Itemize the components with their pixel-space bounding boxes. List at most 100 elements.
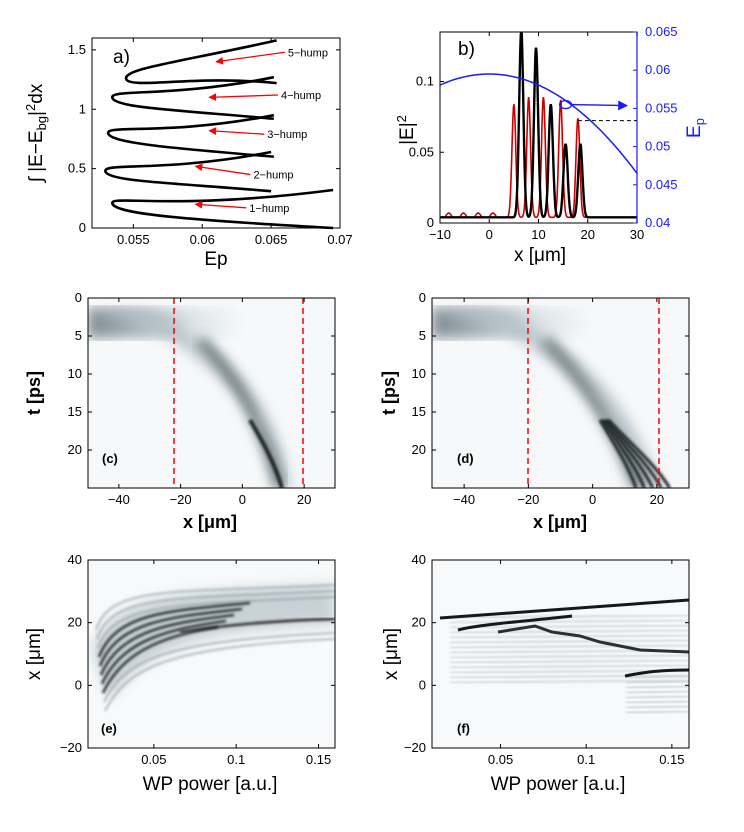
- panel-d-frame: [431, 297, 690, 489]
- ytick-label: 40: [68, 552, 82, 567]
- hump-branch-5: [124, 39, 277, 85]
- panel-d-filament: [600, 419, 646, 488]
- panel-d-filaments: [598, 418, 671, 488]
- xtick-label: 0: [486, 227, 493, 242]
- panel-e-stripe: [98, 607, 243, 667]
- panel-f-xlabel: WP power [a.u.]: [491, 774, 626, 795]
- ytick-label: 5: [75, 328, 82, 343]
- panel-b-xlabel: x [μm]: [514, 245, 566, 266]
- ytick-label: 0.05: [409, 144, 434, 159]
- xtick-label: 0.15: [306, 752, 331, 767]
- panel-c-xticks: −40 −20 0 20: [108, 298, 311, 507]
- xtick-label: 20: [650, 492, 664, 507]
- panel-e-glow: [92, 585, 335, 700]
- panel-f-faint-stripe-right: [625, 705, 689, 709]
- ytick-label: 20: [412, 442, 426, 457]
- series-black-intensity: [440, 31, 637, 219]
- ytick-label: 1: [79, 101, 86, 116]
- xtick-label: 20: [581, 227, 595, 242]
- panel-e-frame: [87, 559, 336, 749]
- panel-f-xticks: 0.05 0.1 0.15: [488, 560, 685, 767]
- panel-b-plot: [439, 31, 638, 219]
- panel-e-stripe: [100, 619, 227, 685]
- xtick-label: −40: [108, 492, 130, 507]
- panel-a-ylabel-main: ∫ |E−E: [26, 130, 47, 183]
- panel-a-xlabel: Ep: [204, 249, 227, 270]
- ytick-label: 10: [68, 366, 82, 381]
- panel-f-faint-stripe-right: [625, 700, 689, 704]
- hump-annotation-5: 5−hump: [288, 47, 328, 59]
- panel-b: −10 0 10 20 30 00.050.1 0.040.0450.050.0550.…: [394, 24, 707, 266]
- panel-e-stripe: [96, 590, 335, 640]
- xtick-label: 0.065: [255, 232, 288, 247]
- panel-d: −40 −20 0 20 0 5 10 15 20 (d) x [μm] t [ps]: [379, 290, 690, 532]
- panel-a-ylabel-sub: bg: [34, 116, 49, 130]
- panel-e-ylabel: x [μm]: [24, 628, 45, 680]
- panel-c: −40 −20 0 20 0 5 10 15 20 (c) x [μm] t [ps]: [24, 290, 336, 532]
- xtick-label: −10: [429, 227, 451, 242]
- panel-d-heatmap: [432, 308, 671, 488]
- xtick-label: 0.1: [577, 752, 595, 767]
- xtick-label: 0: [239, 492, 246, 507]
- panel-a-ylabel-tail: dx: [26, 83, 47, 104]
- panel-e-yticks: −20 0 20 40: [60, 552, 335, 755]
- panel-d-filament: [607, 418, 671, 488]
- panel-a-yticks: 0 0.5 1 1.5: [68, 42, 340, 235]
- panel-f-faint-stripe: [449, 679, 689, 684]
- ytick-right-label: 0.05: [645, 139, 670, 154]
- panel-f-ylabel: x [μm]: [381, 628, 402, 680]
- ytick-right-label: 0.04: [645, 215, 670, 230]
- ytick-label: 5: [419, 328, 426, 343]
- panel-f-background: [432, 560, 689, 748]
- panel-f-band-2: [457, 614, 573, 632]
- panel-f-faint-stripe: [449, 639, 689, 644]
- panel-a-ylabel-sup: 2: [23, 104, 38, 111]
- panel-f-faint-stripe: [449, 634, 689, 639]
- panel-a-xticks: 0.055 0.06 0.065 0.07: [117, 38, 353, 247]
- panel-f-frame: [431, 559, 690, 749]
- panel-f-faint-stripe-right: [625, 710, 689, 714]
- axis-indicator-arrow: [571, 100, 628, 111]
- xtick-label: 0.15: [659, 752, 684, 767]
- panel-e-heatmap: [92, 584, 335, 712]
- panel-e-stripe: [95, 584, 335, 631]
- panel-e-xticks: 0.05 0.1 0.15: [141, 560, 331, 767]
- hump-branch-3: [106, 113, 275, 159]
- panel-b-ylabel: |E|2: [394, 115, 418, 145]
- series-ep: [439, 73, 638, 174]
- ytick-label: 1.5: [68, 42, 86, 57]
- xtick-label: 20: [297, 492, 311, 507]
- panel-d-yticks: 0 5 10 15 20: [412, 290, 689, 457]
- hump-annotation-4: 4−hump: [281, 90, 321, 102]
- hump-annotation-3: 3−hump: [267, 129, 307, 141]
- panel-d-filament: [598, 419, 638, 488]
- panel-a-frame: [91, 37, 341, 229]
- panel-e-stripe: [101, 625, 219, 694]
- hump-branch-4: [111, 75, 275, 121]
- panel-f-stripes: [439, 598, 689, 714]
- panel-e-stripe: [97, 601, 251, 658]
- panel-c-xlabel: x [μm]: [183, 512, 237, 532]
- panel-b-xticks: −10 0 10 20 30: [429, 32, 644, 242]
- hump-annotation-2: 2−hump: [253, 170, 293, 182]
- panel-b-ylabel-right-sub: p: [692, 118, 707, 125]
- xtick-label: 0.07: [327, 232, 352, 247]
- panel-f-faint-stripe-right: [625, 680, 689, 684]
- panel-f-faint-stripe-right: [625, 690, 689, 694]
- panel-d-ylabel: t [ps]: [379, 371, 399, 415]
- hump-arrow-5: [215, 51, 285, 65]
- xtick-label: 0.1: [227, 752, 245, 767]
- panel-e-xlabel: WP power [a.u.]: [143, 774, 278, 795]
- panel-c-sharp: [248, 418, 284, 488]
- ytick-label: 0: [75, 677, 82, 692]
- panel-f-faint-stripe: [449, 669, 689, 674]
- ytick-right-label: 0.06: [645, 62, 670, 77]
- panel-d-filament: [603, 419, 655, 488]
- panel-a-curves: [104, 39, 334, 230]
- xtick-label: −20: [170, 492, 192, 507]
- ytick-label: 0.5: [68, 161, 86, 176]
- panel-c-label: (c): [102, 451, 118, 466]
- ytick-label: 0: [79, 220, 86, 235]
- panel-f-faint-stripe: [449, 624, 689, 629]
- ytick-label: 0: [419, 290, 426, 305]
